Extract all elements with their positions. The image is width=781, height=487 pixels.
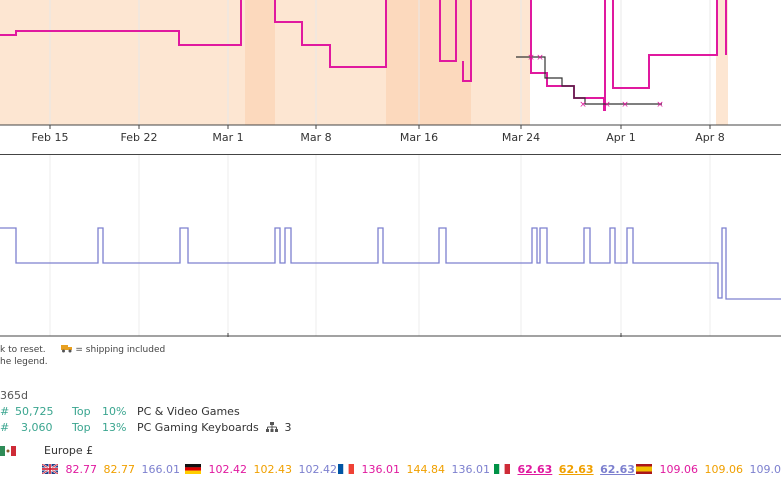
price-history-chart[interactable]: × ×× × × × Feb 15 Feb 22 Mar 1 Mar 8 Mar 16 Mar 2… [0, 0, 781, 155]
subcategory-link[interactable]: PC Gaming Keyboards [137, 421, 259, 434]
category-link[interactable]: PC & Video Games [137, 405, 240, 418]
amazon-area-peak [245, 0, 275, 125]
rank-value: 3,060 [21, 421, 53, 434]
uk-flag-icon [42, 464, 58, 474]
rank-chart-gridlines [49, 155, 711, 336]
amazon-area-peak [386, 0, 471, 125]
used-price-marker: × [536, 53, 544, 63]
marketplace-uk[interactable]: 82.77 82.77 166.01 [42, 463, 180, 476]
period-label: 365d [0, 389, 28, 402]
used-price-line [516, 56, 662, 105]
reset-hint: k to reset. [0, 345, 46, 355]
france-flag-icon [338, 464, 354, 474]
marketplace-de[interactable]: 102.42 102.43 102.42 [185, 463, 337, 476]
sitemap-icon [266, 422, 278, 432]
shipping-hint: = shipping included [75, 345, 166, 355]
sales-rank-chart[interactable] [0, 155, 781, 337]
used-price-markers: × ×× × × × [527, 53, 664, 110]
x-tick-label: Mar 1 [212, 131, 243, 144]
spain-flag-icon [636, 464, 652, 474]
mexico-flag-icon[interactable] [0, 446, 16, 459]
used-price-marker: × [656, 100, 664, 110]
x-tick-label: Mar 8 [300, 131, 331, 144]
x-tick-label: Apr 8 [695, 131, 725, 144]
top-label: Top [72, 421, 91, 434]
marketplace-fr[interactable]: 136.01 144.84 136.01 [338, 463, 490, 476]
italy-flag-icon [494, 464, 510, 474]
used-price-marker: × [527, 53, 535, 63]
sales-rank-line [0, 227, 781, 300]
price-chart-x-ticks: Feb 15 Feb 22 Mar 1 Mar 8 Mar 16 Mar 24 Apr 1 A… [32, 125, 725, 144]
truck-icon [60, 344, 73, 355]
region-label: Europe £ [44, 444, 94, 457]
top-percent: 10% [102, 405, 127, 418]
top-label: Top [72, 405, 91, 418]
amazon-price-area [0, 0, 728, 125]
x-tick-label: Apr 1 [606, 131, 636, 144]
rank-hash: # [0, 421, 10, 434]
marketplace-es[interactable]: 109.06 109.06 109.05 [636, 463, 781, 476]
chart-hint-line1: k to reset. = shipping included [0, 344, 165, 355]
used-price-marker: × [621, 100, 629, 110]
x-tick-label: Mar 16 [400, 131, 438, 144]
x-tick-label: Feb 15 [32, 131, 69, 144]
used-price-marker: × [603, 100, 611, 110]
top-percent: 13% [102, 421, 127, 434]
rank-value: 50,725 [15, 405, 54, 418]
x-tick-label: Feb 22 [121, 131, 158, 144]
germany-flag-icon [185, 464, 201, 474]
marketplace-it[interactable]: 62.63 62.63 62.63 [494, 463, 635, 476]
rank-hash: # [0, 405, 10, 418]
legend-hint: he legend. [0, 357, 48, 367]
used-price-marker: × [579, 100, 587, 110]
x-tick-label: Mar 24 [502, 131, 540, 144]
subcategory-count[interactable]: 3 [260, 421, 292, 434]
